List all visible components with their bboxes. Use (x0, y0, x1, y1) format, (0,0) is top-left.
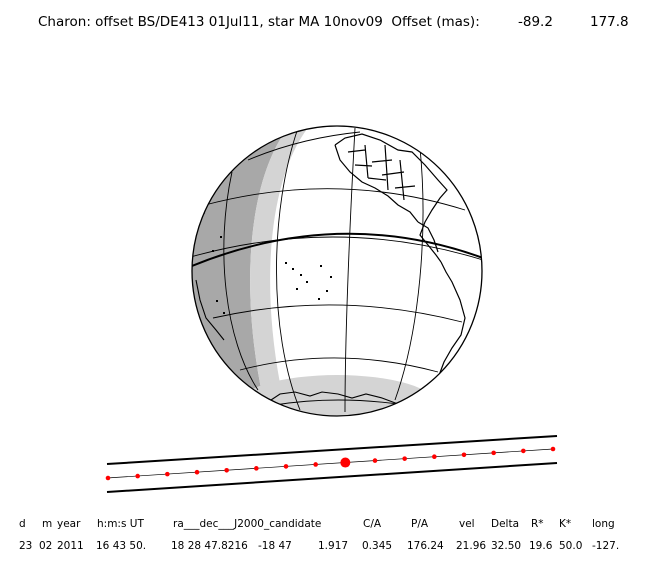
col-header-pa: P/A (411, 518, 429, 530)
closest-approach-point (340, 457, 351, 468)
value-vel: 21.96 (456, 540, 487, 552)
globe-outline (191, 125, 483, 417)
pacific-islands (212, 236, 332, 314)
offset-y-value: 177.8 (590, 14, 629, 30)
globe-twilight-band (250, 126, 310, 416)
value-ca: 0.345 (362, 540, 393, 552)
value-delta: 32.50 (491, 540, 522, 552)
antarctic-shade (237, 375, 437, 416)
equator-line (192, 232, 482, 269)
value-rstar: 19.6 (529, 540, 553, 552)
south-america-outline (429, 261, 466, 396)
track-point (550, 446, 556, 452)
track-point (432, 454, 437, 460)
col-header-month: m (42, 518, 53, 530)
col-header-delta: Delta (491, 518, 520, 530)
value-pa: 176.24 (407, 540, 444, 552)
value-v1: 1.917 (318, 540, 349, 552)
globe-night-region (192, 126, 290, 416)
north-america-outline (334, 133, 448, 263)
track-points (105, 446, 556, 481)
australia-edge (195, 279, 225, 341)
col-header-rstar: R* (531, 518, 544, 530)
offset-x-value: -89.2 (518, 14, 553, 30)
track-south-limit (106, 462, 558, 493)
value-day: 23 (19, 540, 33, 552)
track-point (372, 458, 378, 463)
graticule (192, 127, 482, 413)
track-point (165, 471, 170, 477)
value-ra: 18 28 47.8216 (171, 540, 248, 552)
col-header-radec: ra___dec___J2000_candidate (173, 518, 322, 530)
track-point (135, 473, 140, 479)
track-point (313, 462, 318, 467)
track-point (254, 466, 259, 471)
col-header-kstar: K* (559, 518, 572, 530)
col-header-year: year (57, 518, 81, 530)
plot-title: Charon: offset BS/DE413 01Jul11, star MA… (0, 14, 646, 34)
track-point (194, 469, 200, 475)
value-month: 02 (39, 540, 53, 552)
track-point (461, 452, 467, 458)
value-dec: -18 47 (258, 540, 292, 552)
col-header-vel: vel (459, 518, 475, 530)
track-point (521, 448, 526, 454)
col-header-long: long (592, 518, 615, 530)
antarctica-outline (267, 391, 399, 405)
col-header-day: d (19, 518, 26, 530)
track-point (283, 464, 289, 469)
track-point (105, 475, 111, 481)
col-header-time: h:m:s UT (97, 518, 144, 530)
track-point (491, 450, 496, 456)
track-point (402, 456, 407, 461)
value-long: -127. (592, 540, 620, 552)
value-kstar: 50.0 (559, 540, 583, 552)
track-north-limit (106, 435, 558, 465)
track-centerline (106, 448, 554, 479)
track-point (224, 467, 229, 473)
col-header-ca: C/A (363, 518, 382, 530)
value-time: 16 43 50. (96, 540, 147, 552)
value-year: 2011 (57, 540, 84, 552)
title-text: Charon: offset BS/DE413 01Jul11, star MA… (38, 14, 480, 30)
